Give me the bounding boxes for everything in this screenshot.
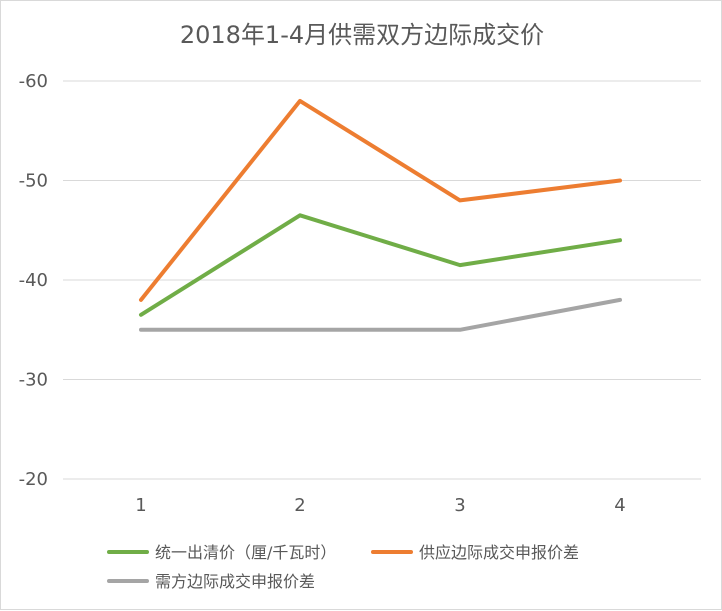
x-tick-label: 1	[135, 495, 146, 516]
x-tick-label: 4	[614, 495, 625, 516]
x-tick-label: 2	[294, 495, 305, 516]
y-tick-label: -50	[19, 171, 48, 192]
legend-item-2: 供应边际成交申报价差	[371, 543, 579, 562]
y-tick-label: -40	[19, 270, 48, 291]
series-line-1	[139, 213, 622, 317]
y-tick-label: -20	[19, 469, 48, 490]
x-axis-ticks: 1 2 3 4	[135, 495, 625, 516]
legend-item-1: 统一出清价（厘/千瓦时）	[107, 543, 336, 562]
series-line-2	[139, 98, 622, 302]
legend-label: 供应边际成交申报价差	[419, 543, 579, 562]
series-line-3	[139, 297, 622, 332]
legend-label: 统一出清价（厘/千瓦时）	[155, 543, 336, 562]
legend-item-3: 需方边际成交申报价差	[107, 572, 315, 591]
y-tick-label: -60	[19, 71, 48, 92]
legend-label: 需方边际成交申报价差	[155, 572, 315, 591]
grid-layer	[63, 80, 701, 480]
y-axis-ticks: -60 -50 -40 -30 -20	[19, 71, 48, 490]
chart-title: 2018年1-4月供需双方边际成交价	[180, 21, 544, 49]
series-layer	[139, 98, 622, 332]
x-tick-label: 3	[454, 495, 465, 516]
y-tick-label: -30	[19, 370, 48, 391]
